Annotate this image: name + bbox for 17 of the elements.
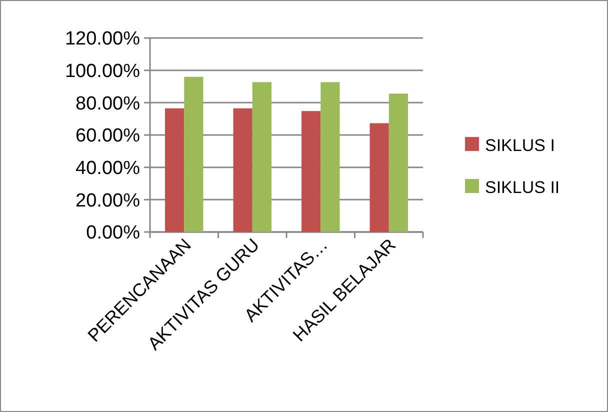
bar: [252, 82, 272, 232]
y-tick-label: 60.00%: [76, 126, 140, 147]
bar: [233, 108, 252, 232]
y-tick-label: 120.00%: [64, 28, 140, 50]
bar: [388, 94, 408, 232]
legend-label: SIKLUS II: [485, 178, 560, 197]
y-tick-label: 100.00%: [64, 60, 140, 82]
bar: [320, 82, 340, 232]
y-tick-label: 20.00%: [76, 190, 140, 212]
bar: [165, 108, 184, 232]
bar: [184, 76, 204, 232]
y-tick-label: 80.00%: [76, 93, 140, 114]
bar: [370, 123, 389, 232]
bar: [302, 111, 321, 232]
y-tick-label: 0.00%: [86, 222, 140, 244]
y-tick-label: 40.00%: [76, 158, 140, 179]
legend-label: SIKLUS I: [485, 136, 555, 155]
